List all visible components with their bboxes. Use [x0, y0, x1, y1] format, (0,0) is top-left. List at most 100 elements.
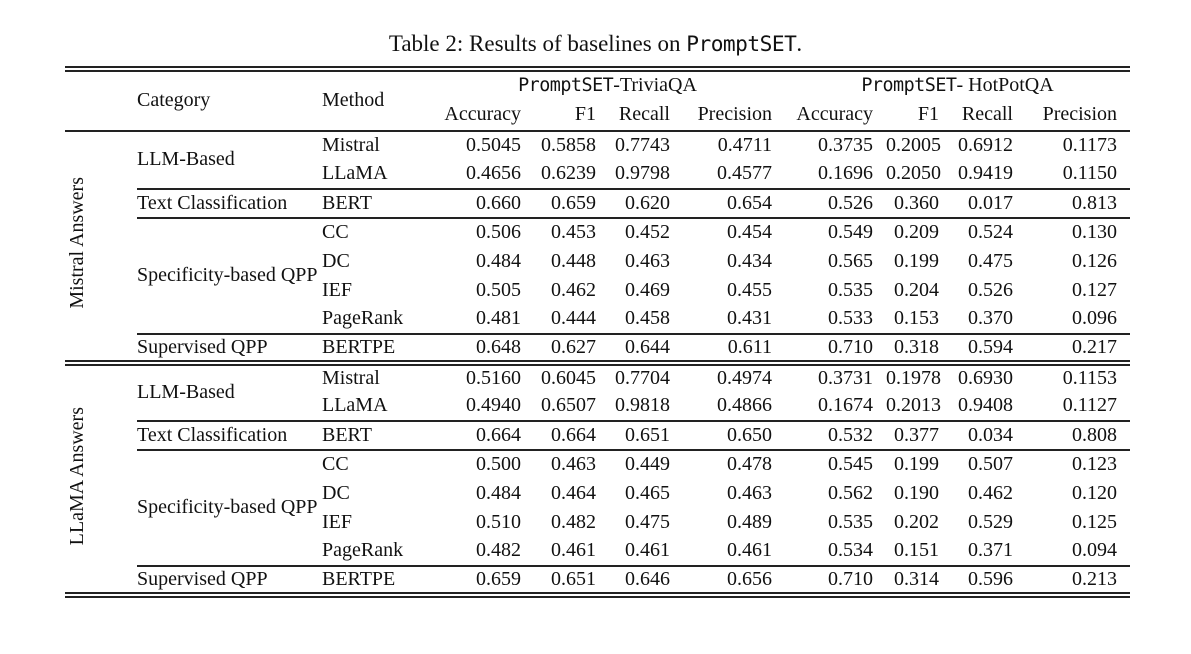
method-label: BERTPE: [322, 565, 430, 595]
metric-value: 0.1674: [818, 394, 873, 417]
metric-value: 0.656: [683, 565, 785, 595]
metric-value: 0.549: [785, 217, 886, 247]
metric-value: 0.6912: [958, 134, 1013, 157]
block-llama-answers: LLaMA Answers LLM-Based Mistral 0.5160 0…: [65, 360, 1131, 595]
metric-value: 0.360: [886, 188, 952, 218]
table-row: IEF 0.510 0.482 0.475 0.489 0.535 0.202 …: [65, 508, 1130, 537]
metric-value: 0.4866: [717, 394, 772, 417]
metric-value: 0.314: [886, 565, 952, 595]
rotated-group-label: LLaMA Answers: [66, 407, 88, 546]
metric-value: 0.611: [683, 333, 785, 363]
metric-value: 0.204: [894, 278, 939, 301]
corner-cell: [65, 69, 137, 132]
metric-value: 0.9408: [958, 394, 1013, 417]
method-label: Mistral: [322, 134, 380, 157]
metric-value: 0.377: [886, 420, 952, 450]
metric-value: 0.464: [551, 481, 596, 504]
caption-dataset-name: PromptSET: [686, 31, 797, 56]
metric-value: 0.431: [727, 307, 772, 330]
metric-value: 0.489: [727, 510, 772, 533]
metric-value: 0.7704: [609, 360, 683, 392]
method-label: BERTPE: [322, 333, 430, 363]
metric-value: 0.565: [828, 249, 873, 272]
method-label: LLaMA: [322, 162, 388, 185]
metric-value: 0.562: [828, 481, 873, 504]
metric-value: 0.650: [683, 420, 785, 450]
metric-header-accuracy: Accuracy: [430, 100, 534, 132]
metric-value: 0.9818: [615, 394, 670, 417]
metric-value: 0.660: [430, 188, 534, 218]
metric-value: 0.646: [609, 565, 683, 595]
metric-value: 0.4577: [717, 162, 772, 185]
method-label: BERT: [322, 188, 430, 218]
metric-value: 0.4940: [466, 394, 521, 417]
metric-header-accuracy: Accuracy: [785, 100, 886, 132]
metric-value: 0.484: [476, 481, 521, 504]
category-label: Supervised QPP: [137, 333, 322, 363]
metric-value: 0.462: [551, 278, 596, 301]
metric-value: 0.532: [785, 420, 886, 450]
metric-value: 0.1127: [1062, 394, 1118, 417]
metric-value: 0.6507: [541, 394, 596, 417]
metric-value: 0.2005: [886, 134, 941, 157]
table-row: LLaMA Answers LLM-Based Mistral 0.5160 0…: [65, 360, 1131, 595]
metric-value: 0.190: [894, 481, 939, 504]
metric-value: 0.481: [476, 307, 521, 330]
metric-value: 0.478: [683, 449, 785, 479]
table-row: Supervised QPP BERTPE 0.648 0.627 0.644 …: [65, 333, 1131, 363]
metric-header-precision: Precision: [683, 100, 785, 132]
metric-value: 0.125: [1072, 510, 1118, 533]
metric-value: 0.627: [534, 333, 609, 363]
category-label: Text Classification: [137, 188, 322, 218]
method-label: PageRank: [322, 307, 404, 330]
group-suffix: - HotPotQA: [956, 74, 1054, 97]
table-row: Specificity-based QPP CC 0.506 0.453 0.4…: [65, 217, 1131, 334]
metric-value: 0.1173: [1062, 134, 1118, 157]
metric-value: 0.648: [430, 333, 534, 363]
metric-value: 0.209: [886, 217, 952, 247]
caption-prefix: Table 2: Results of baselines on: [388, 31, 687, 56]
metric-value: 0.127: [1072, 278, 1118, 301]
group-header-triviaqa: PromptSET-TriviaQA: [430, 69, 785, 100]
metric-header-precision: Precision: [1026, 100, 1131, 132]
rotated-group-label: Mistral Answers: [66, 177, 88, 310]
metric-value: 0.5858: [541, 134, 596, 157]
results-table: Category Method PromptSET-TriviaQA Promp…: [65, 66, 1131, 598]
metric-value: 0.1696: [818, 162, 873, 185]
metric-value: 0.458: [625, 307, 670, 330]
metric-value: 0.654: [683, 188, 785, 218]
metric-value: 0.126: [1072, 249, 1118, 272]
table-row: PageRank 0.481 0.444 0.458 0.431 0.533 0…: [65, 305, 1130, 334]
method-label: BERT: [322, 420, 430, 450]
metric-value: 0.7743: [615, 134, 670, 157]
method-label: DC: [322, 249, 350, 272]
rotated-group-label-cell: LLaMA Answers: [65, 360, 137, 595]
metric-value: 0.594: [952, 333, 1026, 363]
metric-value: 0.1978: [886, 360, 952, 392]
metric-value: 0.452: [609, 217, 683, 247]
metric-value: 0.469: [625, 278, 670, 301]
metric-value: 0.535: [828, 510, 873, 533]
metric-value: 0.4711: [717, 134, 772, 157]
metric-value: 0.506: [430, 217, 534, 247]
metric-value: 0.524: [952, 217, 1026, 247]
metric-value: 0.434: [727, 249, 772, 272]
metric-value: 0.3735: [818, 134, 873, 157]
metric-value: 0.094: [1072, 539, 1118, 562]
metric-value: 0.463: [625, 249, 670, 272]
metric-value: 0.449: [609, 449, 683, 479]
metric-value: 0.3731: [785, 360, 886, 392]
metric-value: 0.461: [625, 539, 670, 562]
metric-value: 0.507: [952, 449, 1026, 479]
table-row: LLaMA 0.4656 0.6239 0.9798 0.4577 0.1696…: [65, 160, 1130, 189]
metric-value: 0.664: [534, 420, 609, 450]
group-header-hotpotqa: PromptSET- HotPotQA: [785, 69, 1130, 100]
metric-value: 0.505: [476, 278, 521, 301]
metric-value: 0.5045: [466, 134, 521, 157]
dataset-name: PromptSET: [518, 75, 614, 97]
metric-value: 0.199: [894, 249, 939, 272]
metric-value: 0.1150: [1062, 162, 1118, 185]
metric-header-f1: F1: [886, 100, 952, 132]
category-label: LLM-Based: [137, 360, 322, 421]
metric-value: 0.463: [534, 449, 609, 479]
